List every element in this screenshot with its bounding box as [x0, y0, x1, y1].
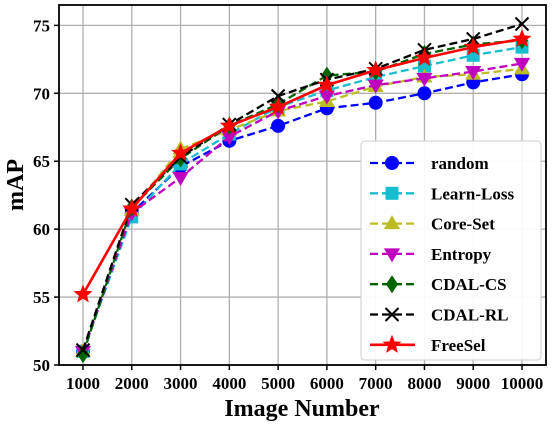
x-tick-label: 9000: [456, 374, 490, 393]
legend-marker: [383, 248, 401, 263]
legend-marker: [384, 307, 400, 322]
series-line: [81, 62, 523, 352]
legend-label: Learn-Loss: [431, 184, 515, 203]
legend-marker: [386, 275, 398, 294]
plot-frame: [58, 4, 547, 366]
data-point: [73, 284, 93, 303]
legend-item: Core-Set: [370, 215, 495, 234]
legend-marker: [385, 186, 399, 200]
x-tick-label: 10000: [501, 374, 544, 393]
x-tick-label: 4000: [212, 374, 246, 393]
y-tick-label: 55: [33, 288, 50, 307]
data-point: [414, 47, 434, 67]
x-tick-label: 5000: [261, 374, 295, 393]
legend-marker: [385, 156, 399, 170]
x-axis-label: Image Number: [224, 396, 380, 422]
x-tick-label: 8000: [407, 374, 441, 393]
data-point: [171, 143, 191, 162]
legend-marker: [382, 334, 402, 353]
legend-label: CDAL-RL: [431, 306, 508, 325]
y-tick-label: 70: [33, 84, 50, 103]
data-point: [270, 88, 286, 104]
y-tick-label: 50: [33, 356, 50, 375]
data-point: [416, 72, 433, 87]
legend-label: Entropy: [431, 245, 492, 264]
data-point: [465, 66, 482, 81]
data-point: [512, 28, 532, 48]
series-line: [81, 45, 523, 352]
series-line: [81, 37, 523, 296]
data-point: [366, 60, 386, 79]
series-line: [81, 39, 523, 355]
data-point: [318, 90, 335, 105]
legend-box: [360, 140, 542, 361]
legend-label: FreeSel: [431, 336, 486, 355]
data-point: [172, 172, 189, 187]
y-tick-label: 60: [33, 220, 50, 239]
series-layer: [73, 16, 532, 364]
x-tick-label: 3000: [164, 374, 198, 393]
ticks: 1000 2000 3000 4000 5000 6000 7000 8000 9000 1000…: [33, 16, 543, 393]
y-tick-label: 75: [33, 16, 50, 35]
series-freesel: [73, 28, 532, 303]
legend-label: random: [431, 154, 489, 173]
legend-item: random: [370, 154, 489, 173]
data-point: [268, 96, 288, 115]
data-point: [75, 342, 91, 358]
legend-item: Learn-Loss: [370, 184, 515, 203]
series-line: [81, 73, 523, 352]
data-point: [368, 95, 383, 110]
legend-label: CDAL-CS: [431, 275, 507, 294]
data-point: [271, 118, 286, 133]
data-point: [219, 115, 239, 134]
data-point: [77, 345, 89, 364]
legend-item: CDAL-RL: [370, 306, 508, 325]
x-tick-label: 2000: [115, 374, 149, 393]
legend-item: CDAL-CS: [370, 275, 507, 294]
legend-item: FreeSel: [370, 334, 486, 355]
data-point: [221, 131, 238, 146]
legend: random Learn-Loss Core-Set Entropy CDAL-CS CD…: [360, 140, 542, 361]
legend-item: Entropy: [370, 245, 492, 264]
x-tick-label: 1000: [66, 374, 100, 393]
data-point: [417, 86, 432, 101]
data-point: [122, 198, 142, 217]
y-tick-label: 65: [33, 152, 50, 171]
legend-marker: [383, 215, 401, 230]
y-axis-label: mAP: [3, 159, 29, 211]
data-point: [367, 79, 384, 94]
series-line: [81, 67, 523, 352]
data-point: [513, 57, 531, 72]
data-point: [514, 16, 530, 32]
x-tick-label: 7000: [359, 374, 393, 393]
data-point: [463, 37, 483, 56]
data-point: [317, 75, 337, 94]
x-tick-label: 6000: [310, 374, 344, 393]
legend-label: Core-Set: [431, 215, 495, 234]
